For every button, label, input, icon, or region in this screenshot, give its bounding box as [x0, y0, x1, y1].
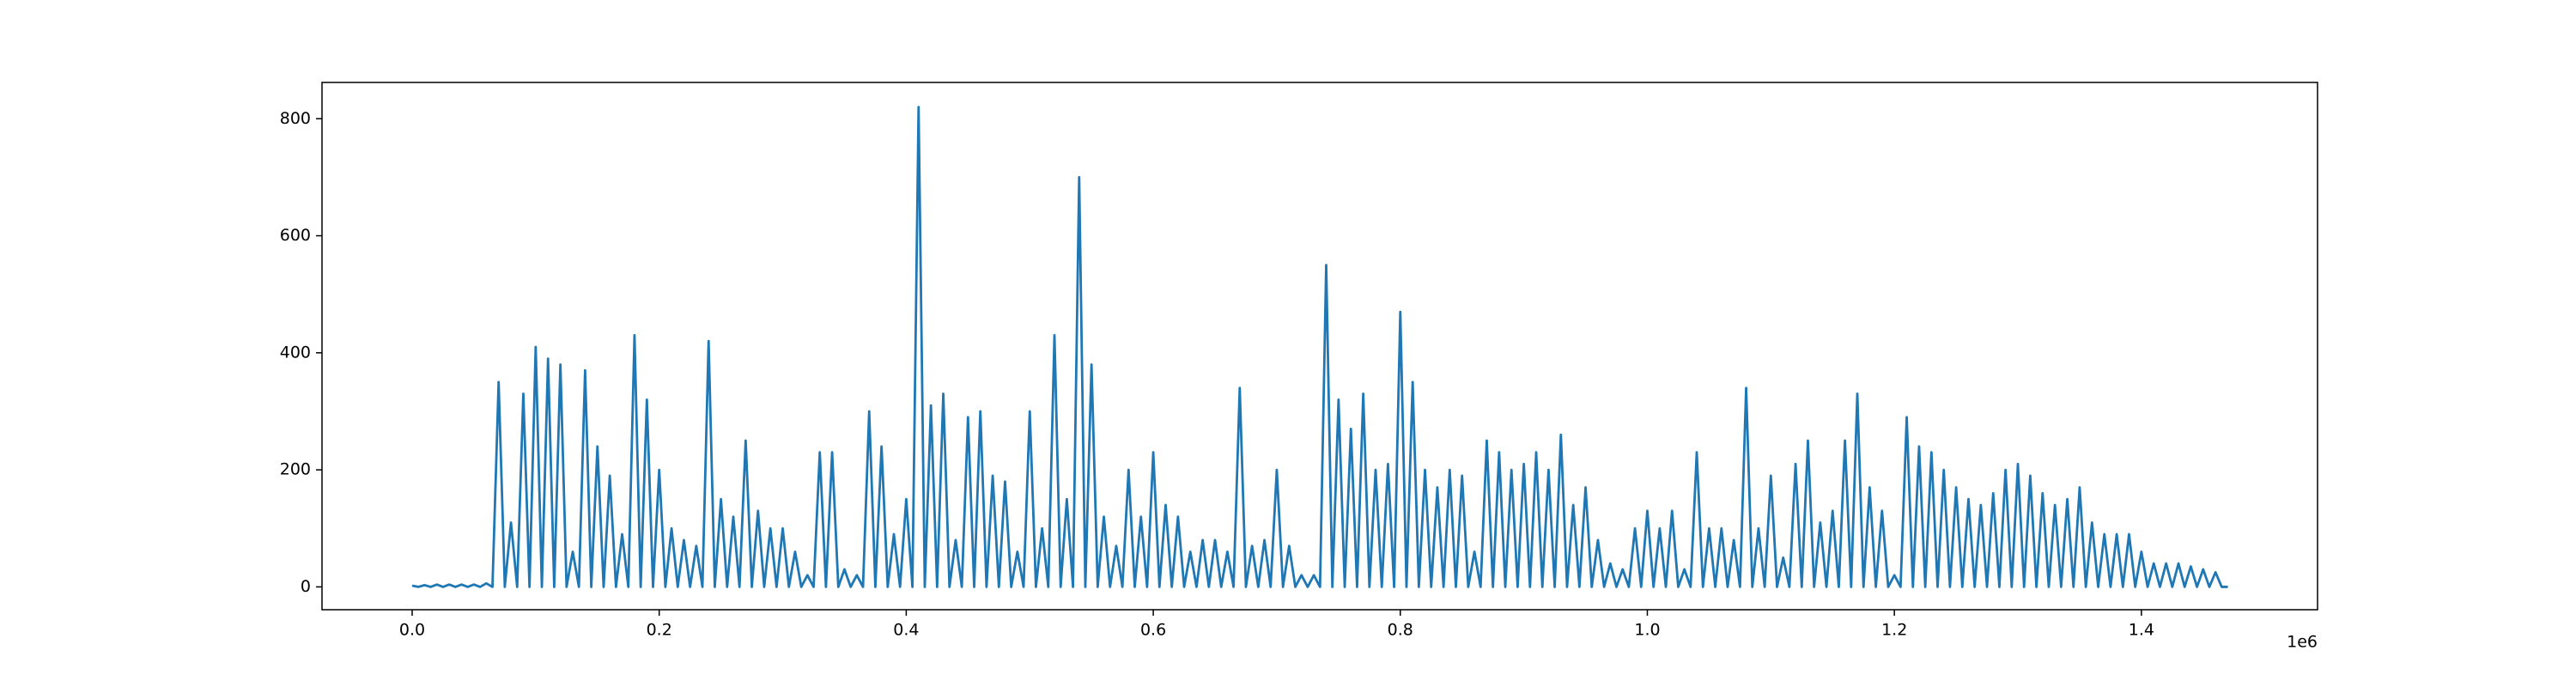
plot-frame — [321, 82, 2318, 611]
x-tick-label: 0.0 — [399, 621, 425, 640]
line — [411, 106, 2228, 588]
y-tick-label: 800 — [280, 109, 311, 128]
x-tick-label: 1.4 — [2129, 621, 2154, 640]
x-offset-label: 1e6 — [2287, 633, 2318, 652]
x-tick-label: 0.6 — [1140, 621, 1166, 640]
y-tick-label: 600 — [280, 226, 311, 245]
y-tick-label: 0 — [301, 577, 311, 596]
y-tick-label: 400 — [280, 343, 311, 362]
x-tick-label: 0.8 — [1388, 621, 1413, 640]
x-tick-label: 0.4 — [893, 621, 919, 640]
x-tick-label: 1.0 — [1634, 621, 1660, 640]
x-tick-label: 0.2 — [647, 621, 672, 640]
y-tick-label: 200 — [280, 460, 311, 479]
x-tick-label: 1.2 — [1881, 621, 1907, 640]
